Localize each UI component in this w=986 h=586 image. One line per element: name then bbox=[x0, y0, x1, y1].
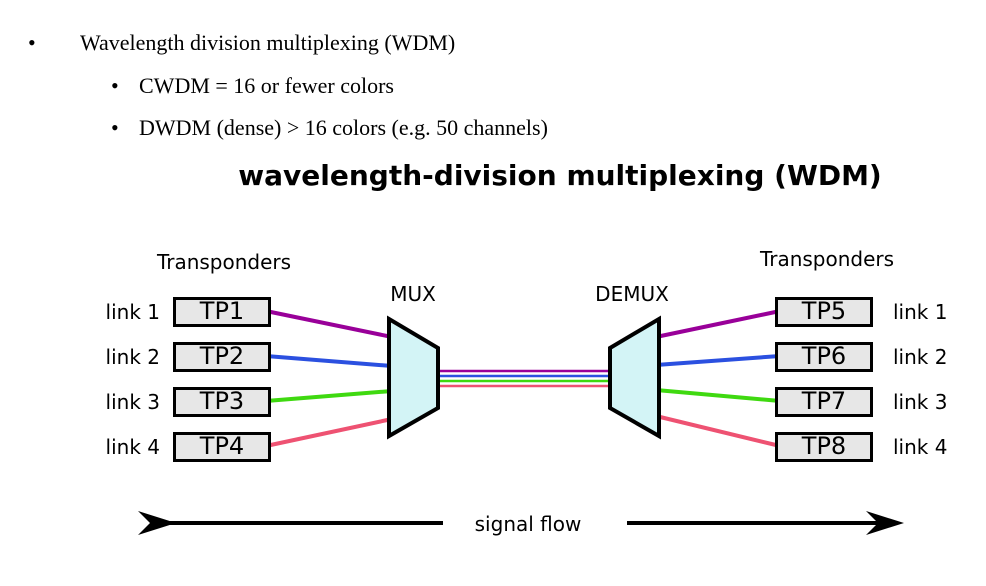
transponder-box-tp7: TP7 bbox=[775, 387, 873, 417]
signal-flow-arrowhead-right bbox=[866, 511, 904, 535]
wavelength-line-demux-tp6 bbox=[655, 354, 781, 367]
wavelength-line-tp4-mux bbox=[265, 417, 393, 448]
bullet-text-wdm: Wavelength division multiplexing (WDM) bbox=[80, 30, 456, 55]
wavelength-line-demux-tp5 bbox=[655, 309, 781, 339]
wavelength-line-tp1-mux bbox=[265, 309, 393, 339]
wavelength-line-tp3-mux bbox=[265, 389, 393, 403]
link-label-right-3: link 3 bbox=[893, 390, 948, 414]
link-label-left-1: link 1 bbox=[105, 300, 160, 324]
transponder-box-tp5: TP5 bbox=[775, 297, 873, 327]
wavelength-line-demux-tp7 bbox=[655, 388, 781, 403]
transponder-box-tp8: TP8 bbox=[775, 432, 873, 462]
transponder-box-tp2: TP2 bbox=[173, 342, 271, 372]
wavelength-line-tp2-mux bbox=[265, 354, 393, 368]
link-label-right-4: link 4 bbox=[893, 435, 948, 459]
link-label-left-3: link 3 bbox=[105, 390, 160, 414]
signal-flow-arrowhead-left bbox=[138, 511, 176, 535]
bullet-text-cwdm: CWDM = 16 or fewer colors bbox=[139, 73, 394, 98]
transponders-heading-right: Transponders bbox=[759, 247, 895, 271]
signal-flow-label: signal flow bbox=[474, 512, 582, 536]
mux-shape bbox=[387, 315, 440, 440]
bullet-text-dwdm: DWDM (dense) > 16 colors (e.g. 50 channe… bbox=[139, 115, 548, 140]
transponder-box-tp4: TP4 bbox=[173, 432, 271, 462]
link-label-left-4: link 4 bbox=[105, 435, 160, 459]
demux-label: DEMUX bbox=[595, 282, 669, 306]
link-label-right-2: link 2 bbox=[893, 345, 948, 369]
demux-shape bbox=[608, 315, 661, 440]
bullet-marker-level1: • bbox=[28, 30, 36, 55]
link-label-left-2: link 2 bbox=[105, 345, 160, 369]
transponder-box-tp3: TP3 bbox=[173, 387, 271, 417]
transponder-box-tp1: TP1 bbox=[173, 297, 271, 327]
link-label-right-1: link 1 bbox=[893, 300, 948, 324]
bullet-marker-dwdm: • bbox=[111, 115, 119, 140]
transponders-heading-left: Transponders bbox=[156, 250, 292, 274]
transponder-box-tp6: TP6 bbox=[775, 342, 873, 372]
wavelength-line-demux-tp8 bbox=[655, 414, 781, 448]
diagram-title: wavelength-division multiplexing (WDM) bbox=[238, 159, 882, 192]
mux-label: MUX bbox=[390, 282, 436, 306]
bullet-marker-cwdm: • bbox=[111, 73, 119, 98]
